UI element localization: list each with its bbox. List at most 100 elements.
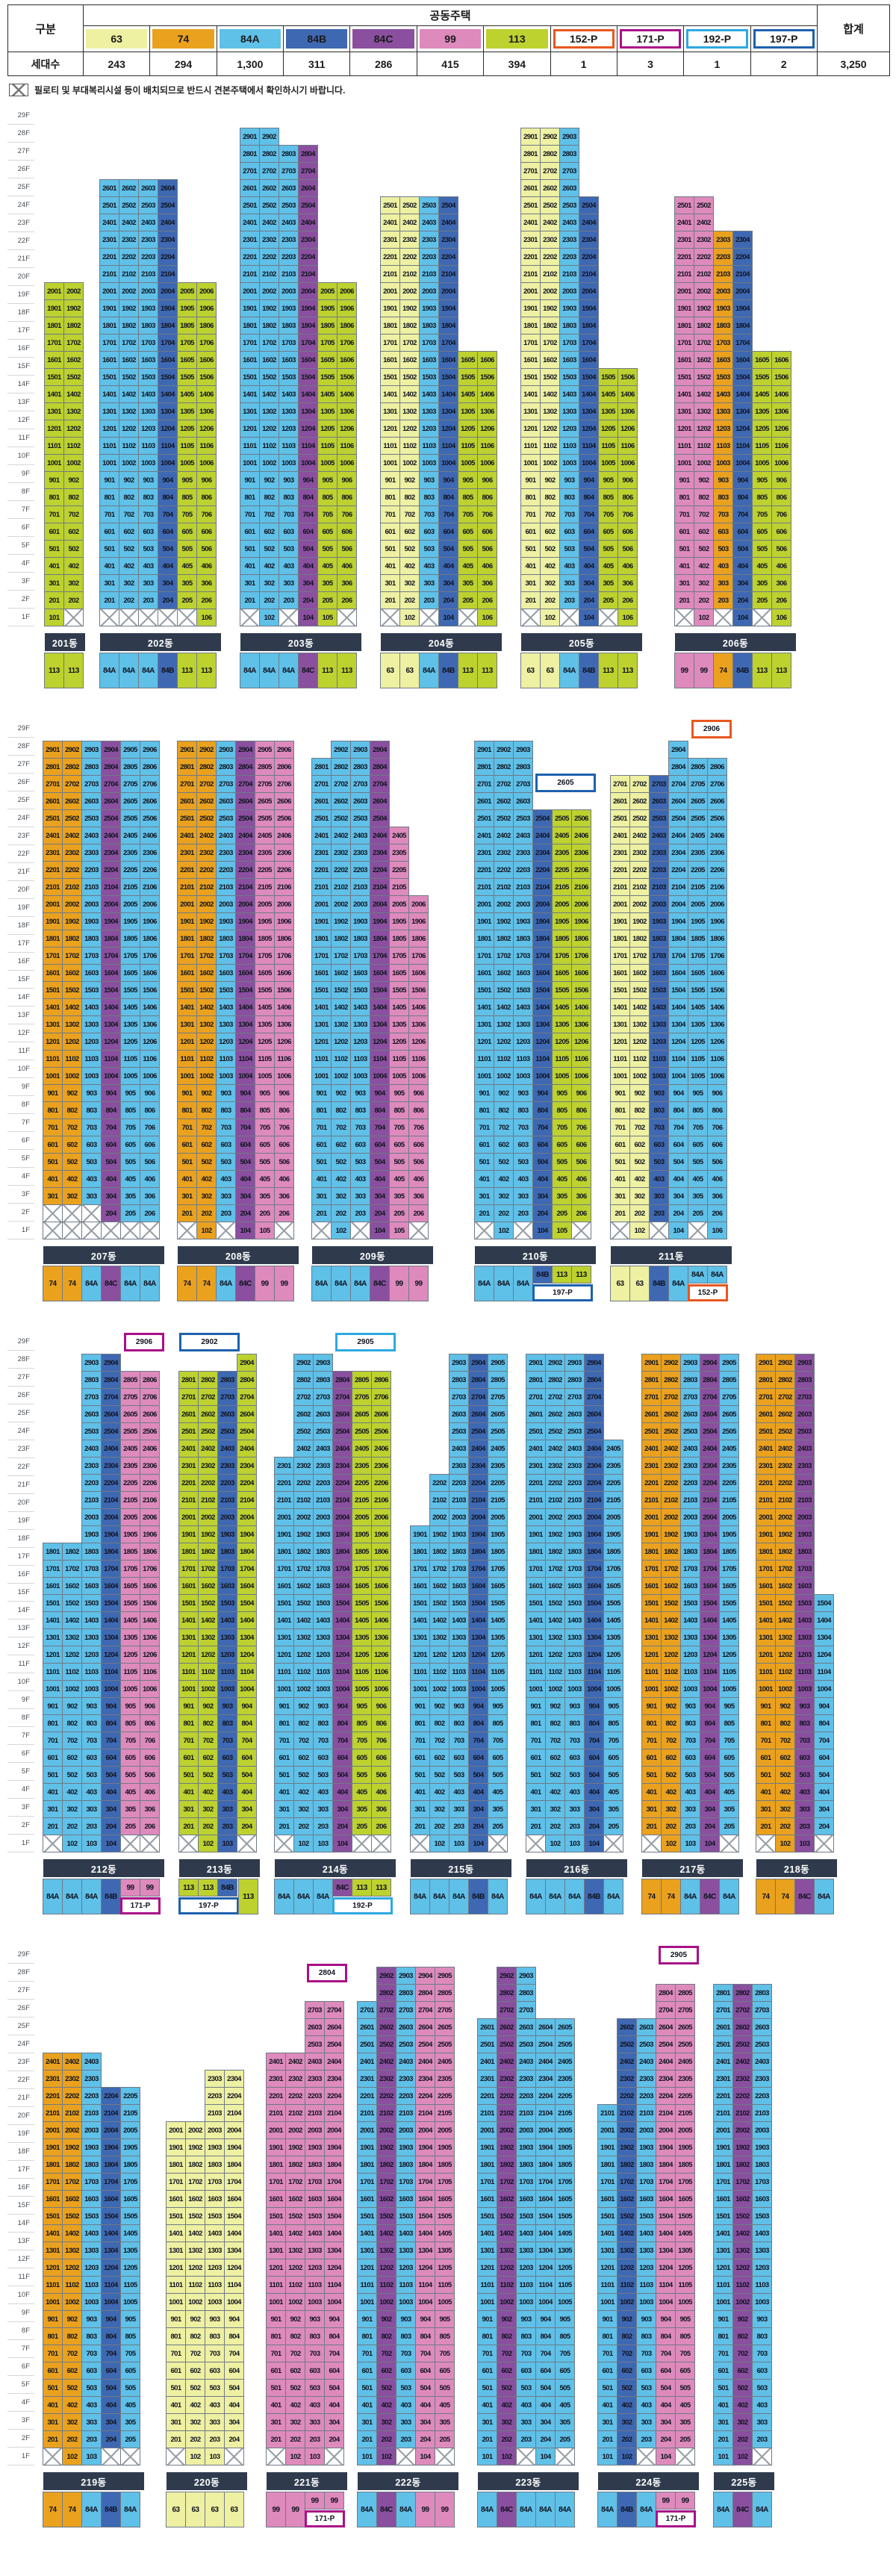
unit-cell: 2004	[668, 895, 688, 913]
unit-cell: 1201	[610, 1033, 630, 1051]
unit-cell: 1702	[494, 947, 514, 965]
unit-cell: 902	[196, 1084, 217, 1102]
unit-cell: 1106	[771, 437, 791, 455]
unit-cell: 502	[62, 1153, 82, 1171]
unit-cell: 805	[120, 1714, 140, 1732]
unit-cell: 2301	[474, 844, 494, 862]
unit-cell: 2703	[559, 162, 579, 180]
unit-cell: 1606	[140, 1577, 160, 1595]
unit-column: 2901 2801 2701 2601 2501 2401 2301 2201 2101 2001…	[177, 720, 197, 1239]
unit-cell: 1806	[140, 1543, 160, 1561]
unit-cell: 802	[540, 488, 560, 506]
building-type-row: 84A 84A 84A 84B 113 113 197-P	[474, 1266, 596, 1301]
unit-cell: 801	[311, 1101, 332, 1119]
unit-cell: 2201	[357, 2087, 377, 2105]
unit-cell: 2802	[661, 1371, 681, 1389]
unit-cell: 1301	[477, 2241, 497, 2259]
legend-type-chip-63: 63	[86, 29, 148, 49]
unit-cell: 2504	[370, 809, 390, 827]
unit-cell: 703	[649, 1119, 669, 1136]
unit-column: 2603 2503 2403 2303 2203 2103 2003 1903 1803 1703…	[636, 1946, 656, 2465]
unit-cell: 802	[331, 1101, 351, 1119]
unit-cell: 1504	[224, 2207, 244, 2225]
unit-cell: 2802	[775, 1371, 795, 1389]
unit-cell: 702	[629, 1119, 650, 1136]
unit-cell: 1303	[313, 1628, 333, 1646]
unit-cell: 2302	[545, 1457, 565, 1475]
unit-cell: 2501	[477, 2035, 497, 2053]
unit-cell: 1602	[497, 2190, 517, 2208]
unit-cell: 1503	[81, 981, 102, 999]
unit-cell: 1202	[661, 1646, 681, 1664]
building-type-row: 113 113	[44, 653, 85, 688]
unit-cell: 1202	[185, 2259, 205, 2277]
unit-cell: 1305	[555, 2241, 575, 2259]
unit-cell: 1802	[376, 2156, 396, 2174]
unit-cell: 1102	[629, 1050, 650, 1068]
unit-cell: 1605	[688, 964, 708, 982]
unit-cell: 303	[205, 2413, 225, 2431]
unit-cell: 2804	[235, 758, 255, 776]
unit-cell: 1205	[488, 1646, 508, 1664]
unit-cell: 905	[752, 471, 772, 489]
unit-cell: 1102	[293, 1663, 314, 1681]
unit-cell: 1003	[350, 1067, 370, 1085]
unit-cell: 1303	[279, 402, 299, 420]
unit-cell: 1901	[674, 299, 694, 317]
legend-type-chip-84C: 84C	[352, 29, 414, 49]
unit-cell: 2003	[559, 282, 579, 300]
unit-cell: 503	[138, 540, 158, 558]
unit-cell: 1903	[313, 1525, 333, 1543]
floor-axis-label: 22F	[7, 2071, 34, 2089]
unit-cell: 1102	[63, 437, 84, 455]
unit-cell: 1405	[120, 1611, 140, 1629]
unit-cell: 502	[399, 540, 420, 558]
unit-cell: 2902	[540, 128, 560, 146]
unit-cell: 906	[337, 471, 357, 489]
unit-cell: 2304	[101, 844, 121, 862]
unit-cell: 206	[140, 1817, 160, 1835]
unit-cell: 1601	[477, 2190, 497, 2208]
unit-cell: 902	[540, 471, 560, 489]
floor-axis: 29F 28F 27F 26F 25F 24F 23F 22F 21F 20F 19F 18F 17F 1…	[7, 1333, 34, 1852]
unit-cell: 1505	[752, 368, 772, 386]
unit-cell: 605	[120, 1749, 140, 1767]
unit-cell: 402	[196, 1170, 217, 1188]
unit-cell: 1902	[293, 1525, 314, 1543]
unit-cell: 1703	[713, 334, 733, 352]
unit-cell: 1002	[331, 1067, 351, 1085]
floor-axis-label: 28F	[7, 125, 34, 143]
unit-cell: 2302	[399, 231, 420, 249]
unit-cell: 2002	[293, 1508, 314, 1526]
unit-cell: 806	[140, 1101, 160, 1119]
unit-cell: 802	[285, 2327, 305, 2345]
unit-cell: 1302	[429, 1628, 449, 1646]
unit-cell: 105	[552, 1222, 572, 1239]
pilotis-cell	[101, 1222, 121, 1239]
unit-cell: 1006	[477, 454, 497, 472]
unit-cell: 702	[732, 2345, 753, 2362]
floor-axis-label: 14F	[7, 1602, 34, 1620]
unit-cell: 1704	[732, 334, 753, 352]
floor-axis-label: 7F	[7, 2340, 34, 2358]
pilotis-cell	[311, 1222, 332, 1239]
unit-cell: 1303	[794, 1628, 815, 1646]
unit-cell: 2305	[255, 844, 275, 862]
unit-cell: 2806	[140, 758, 160, 776]
unit-cell: 1101	[474, 1050, 494, 1068]
unit-cell: 705	[352, 1732, 372, 1749]
unit-cell: 2704	[332, 1388, 352, 1406]
unit-cell: 1002	[285, 2293, 305, 2311]
unit-cell: 701	[610, 1119, 630, 1136]
unit-cell: 104	[438, 609, 458, 626]
type-chip-84A: 84A	[350, 1266, 370, 1301]
unit-cell: 1406	[371, 1611, 391, 1629]
unit-cell: 806	[617, 488, 638, 506]
unit-cell: 1504	[668, 981, 688, 999]
unit-cell: 901	[99, 471, 119, 489]
unit-cell: 1704	[237, 1560, 257, 1578]
unit-cell: 2502	[629, 809, 650, 827]
unit-cell: 203	[216, 1204, 236, 1222]
unit-cell: 704	[814, 1732, 834, 1749]
unit-cell: 901	[477, 2310, 497, 2328]
